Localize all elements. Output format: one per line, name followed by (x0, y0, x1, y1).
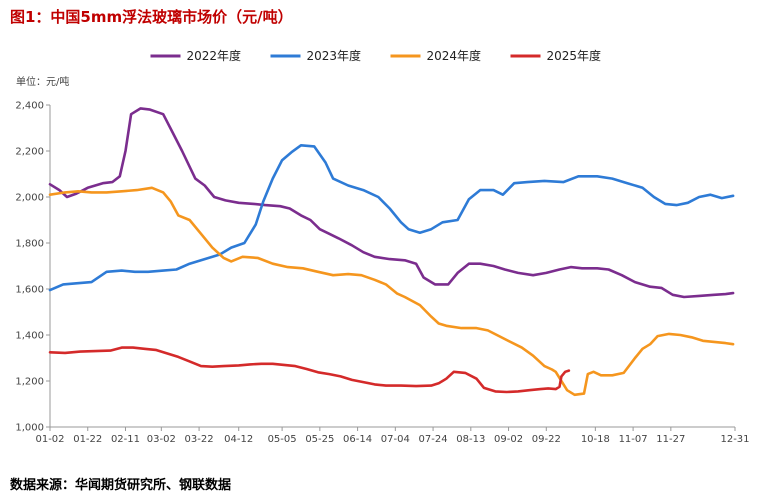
x-tick-label: 07-24 (419, 434, 448, 445)
series-layer (48, 107, 735, 397)
x-tick-label: 03-22 (185, 434, 214, 445)
legend-label: 2025年度 (547, 48, 602, 63)
y-tick-label: 2,000 (15, 193, 44, 204)
series-line-2025年度 (48, 346, 571, 394)
x-tick-label: 01-02 (35, 434, 64, 445)
x-tick-label: 01-22 (73, 434, 102, 445)
x-tick-label: 03-02 (147, 434, 176, 445)
legend-label: 2023年度 (307, 48, 362, 63)
x-tick-label: 09-22 (532, 434, 561, 445)
series-line-2022年度 (48, 107, 735, 299)
x-tick-label: 06-14 (343, 434, 372, 445)
legend: 2022年度 2023年度 2024年度 2025年度 (150, 48, 602, 63)
y-tick-label: 2,400 (15, 101, 44, 112)
series-line-2023年度 (48, 144, 735, 292)
x-tick-label: 07-04 (381, 434, 410, 445)
legend-label: 2022年度 (187, 48, 242, 63)
y-tick-label: 1,400 (15, 331, 44, 342)
x-tick-label: 10-18 (581, 434, 610, 445)
x-tick-label: 11-07 (619, 434, 648, 445)
x-tick-label: 04-12 (224, 434, 253, 445)
x-tick-label: 11-27 (656, 434, 685, 445)
y-tick-label: 1,000 (15, 423, 44, 434)
chart-title: 图1：中国5mm浮法玻璃市场价（元/吨） (10, 8, 293, 26)
legend-label: 2024年度 (427, 48, 482, 63)
data-source: 数据来源：华闻期货研究所、钢联数据 (10, 478, 232, 493)
y-tick-label: 1,800 (15, 239, 44, 250)
y-tick-label: 2,200 (15, 147, 44, 158)
y-tick-label: 1,200 (15, 377, 44, 388)
y-axis: 1,000 1,200 1,400 1,600 1,800 2,000 2,200 2,400 (15, 101, 51, 434)
y-tick-label: 1,600 (15, 285, 44, 296)
series-line-2024年度 (48, 186, 735, 397)
x-tick-label: 08-13 (456, 434, 485, 445)
unit-label: 单位：元/吨 (16, 75, 69, 88)
chart: 2022年度 2023年度 2024年度 2025年度 单位：元/吨 1,000 1,2… (15, 48, 750, 445)
x-tick-label: 02-11 (111, 434, 140, 445)
x-axis: 01-02 01-22 02-11 03-02 03-22 04-12 05-05 05-25… (35, 426, 750, 445)
x-tick-label: 12-31 (720, 434, 749, 445)
x-tick-label: 05-25 (305, 434, 334, 445)
x-tick-label: 09-02 (494, 434, 523, 445)
x-tick-label: 05-05 (268, 434, 297, 445)
